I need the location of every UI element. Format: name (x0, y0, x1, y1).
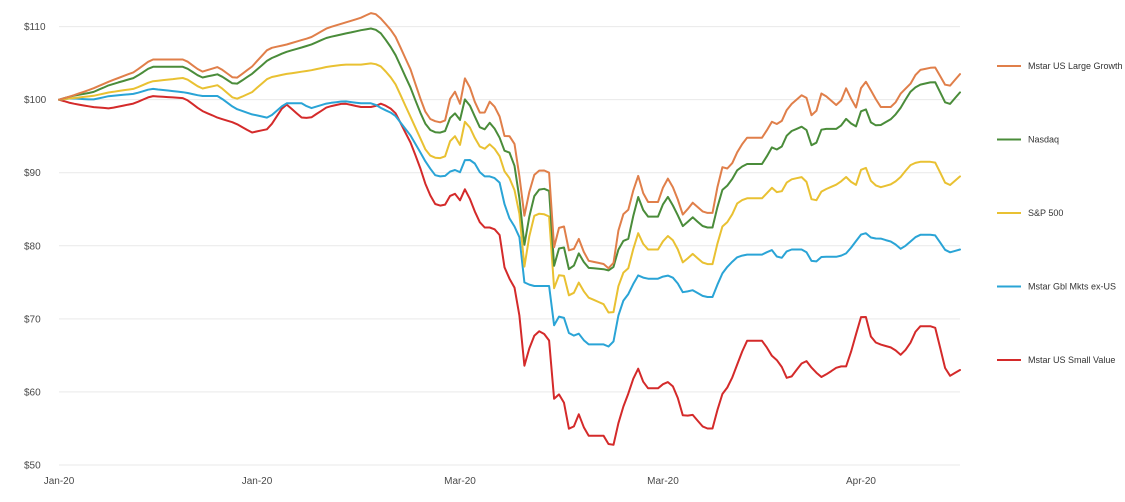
y-tick-label: $90 (24, 168, 41, 179)
series-lines (58, 12, 961, 446)
x-tick-label: Mar-20 (647, 476, 679, 487)
y-tick-label: $100 (24, 95, 47, 106)
x-tick-label: Jan-20 (242, 476, 273, 487)
y-tick-label: $50 (24, 461, 41, 472)
series-line (58, 62, 961, 314)
gridlines (59, 26, 960, 466)
series-line (58, 87, 961, 348)
y-tick-label: $60 (24, 387, 41, 398)
legend-label: S&P 500 (1028, 208, 1063, 218)
legend: Mstar US Large Growth Nasdaq S&P 500 Mstar … (997, 61, 1123, 365)
x-axis-ticks: Jan-20 Jan-20 Mar-20 Mar-20 Apr-20 (44, 476, 877, 487)
legend-label: Mstar US Small Value (1028, 355, 1115, 365)
legend-label: Mstar Gbl Mkts ex-US (1028, 282, 1116, 292)
x-tick-label: Apr-20 (846, 476, 876, 487)
series-line (58, 12, 961, 270)
legend-label: Mstar US Large Growth (1028, 61, 1123, 71)
series-line (58, 95, 961, 446)
x-tick-label: Jan-20 (44, 476, 75, 487)
y-tick-label: $80 (24, 241, 41, 252)
legend-label: Nasdaq (1028, 135, 1059, 145)
series-line (58, 27, 961, 272)
y-tick-label: $70 (24, 314, 41, 325)
y-axis-ticks: $50 $60 $70 $80 $90 $100 $110 (24, 22, 47, 471)
x-tick-label: Mar-20 (444, 476, 476, 487)
y-tick-label: $110 (24, 22, 46, 33)
